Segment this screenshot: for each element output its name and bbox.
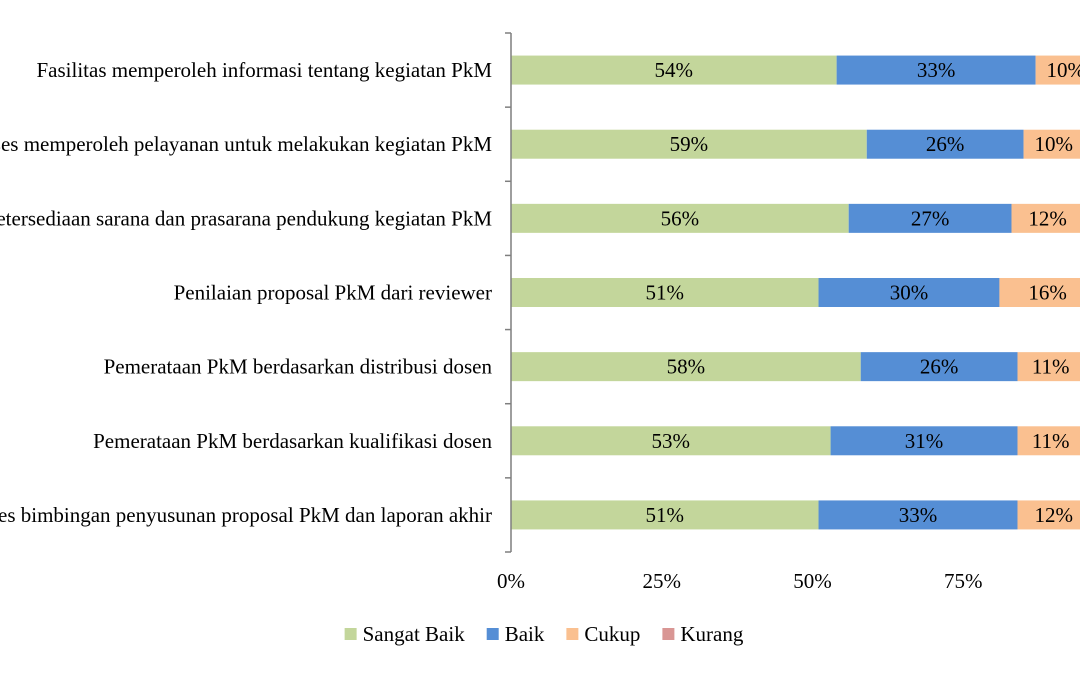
category-label: Akses memperoleh pelayanan untuk melakuk… [0, 132, 492, 156]
bar-segment-baik [848, 203, 1012, 233]
bar-segment-cukup [1017, 500, 1080, 530]
legend-swatch-kurang [662, 628, 675, 640]
bar-segment-cukup [1035, 55, 1080, 85]
bar-segment-sangat-baik [511, 500, 819, 530]
data-label: 56% [661, 206, 700, 230]
legend-swatch-baik [486, 628, 499, 640]
data-label: 12% [1028, 206, 1067, 230]
bar-segment-cukup [1023, 129, 1080, 159]
legend-label: Kurang [680, 622, 743, 646]
data-labels: 54% 33% 10% 59% 26% 10% 56% 27% 12% 51% 30% 16% 58% 2… [646, 58, 1080, 527]
legend-label: Baik [505, 622, 545, 646]
bars [511, 55, 1080, 530]
legend-swatch-cukup [566, 628, 579, 640]
bar-segment-sangat-baik [511, 129, 867, 159]
data-label: 53% [652, 429, 691, 453]
data-label: 10% [1034, 132, 1073, 156]
category-label: Fasilitas memperoleh informasi tentang k… [37, 58, 493, 82]
data-label: 16% [1028, 281, 1067, 305]
data-label: 26% [926, 132, 965, 156]
data-label: 33% [899, 503, 938, 527]
data-label: 27% [911, 206, 950, 230]
bar-segment-cukup [1017, 426, 1080, 456]
x-tick-label: 0% [497, 569, 525, 593]
legend-label: Sangat Baik [363, 622, 466, 646]
data-label: 11% [1032, 355, 1070, 379]
y-axis [505, 32, 512, 553]
bar-segment-baik [866, 129, 1024, 159]
data-label: 30% [890, 281, 929, 305]
x-tick-label: 25% [643, 569, 682, 593]
category-label: Ketersediaan sarana dan prasarana penduk… [0, 206, 492, 230]
data-label: 12% [1034, 503, 1073, 527]
legend: Sangat Baik Baik Cukup Kurang [344, 622, 744, 646]
data-label: 59% [670, 132, 709, 156]
category-label: Penilaian proposal PkM dari reviewer [174, 281, 492, 305]
category-labels: Fasilitas memperoleh informasi tentang k… [0, 58, 492, 527]
data-label: 10% [1047, 58, 1080, 82]
data-label: 33% [917, 58, 956, 82]
legend-swatch-sangat-baik [344, 628, 357, 640]
bar-segment-baik [860, 352, 1018, 382]
x-tick-label: 75% [944, 569, 983, 593]
bar-segment-baik [818, 278, 1000, 307]
bar-segment-baik [830, 426, 1018, 456]
category-label: Akses bimbingan penyusunan proposal PkM … [0, 503, 492, 527]
data-label: 54% [655, 58, 694, 82]
x-tick-label: 50% [793, 569, 832, 593]
data-label: 51% [646, 281, 685, 305]
bar-segment-sangat-baik [511, 55, 837, 85]
data-label: 11% [1032, 429, 1070, 453]
data-label: 58% [667, 355, 706, 379]
category-label: Pemerataan PkM berdasarkan kualifikasi d… [93, 429, 492, 453]
bar-segment-sangat-baik [511, 352, 861, 382]
category-label: Pemerataan PkM berdasarkan distribusi do… [104, 355, 493, 379]
data-label: 51% [646, 503, 685, 527]
bar-segment-baik [836, 55, 1036, 85]
data-label: 26% [920, 355, 959, 379]
x-tick-labels: 0% 25% 50% 75% [497, 569, 983, 593]
bar-segment-sangat-baik [511, 203, 849, 233]
bar-segment-sangat-baik [511, 278, 819, 307]
bar-segment-baik [818, 500, 1018, 530]
data-label: 31% [905, 429, 944, 453]
bar-segment-sangat-baik [511, 426, 831, 456]
legend-label: Cukup [584, 622, 640, 646]
bar-segment-cukup [1017, 352, 1080, 382]
bar-segment-cukup [1011, 203, 1080, 233]
bar-segment-cukup [999, 278, 1080, 307]
